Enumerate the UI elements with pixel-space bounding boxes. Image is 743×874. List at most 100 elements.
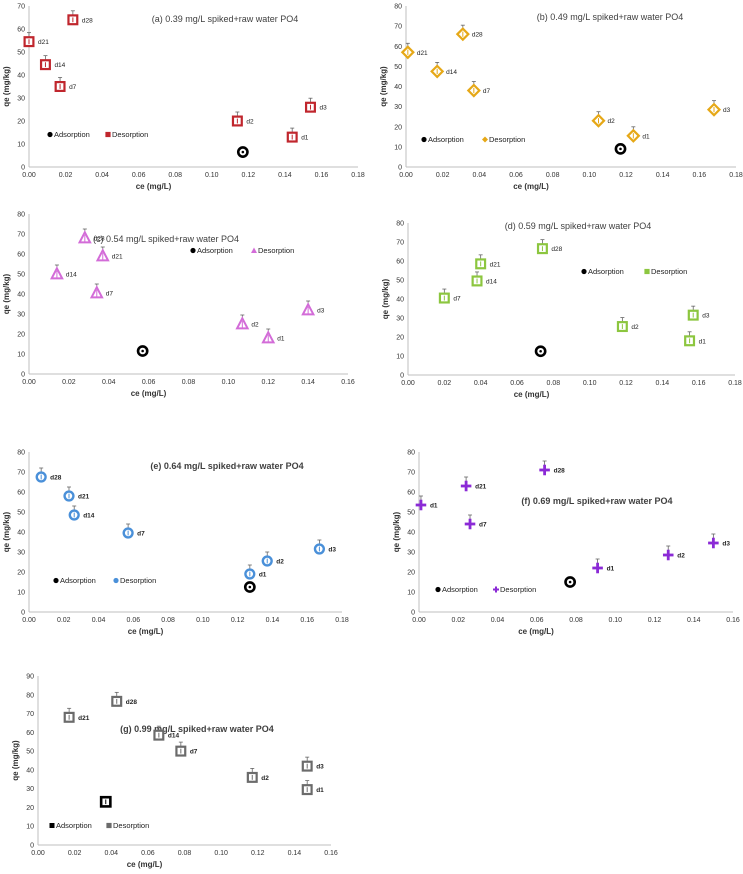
desorption-point-d1	[626, 128, 641, 143]
legend: Adsorption Desorption	[47, 130, 148, 139]
x-tick-label: 0.18	[335, 617, 349, 624]
y-tick-label: 10	[17, 352, 25, 359]
legend-adsorption-swatch	[581, 268, 587, 275]
desorption-point-d7	[54, 80, 66, 92]
point-label-d3: d3	[317, 308, 325, 315]
x-tick-label: 0.14	[266, 617, 280, 624]
x-tick-label: 0.14	[656, 172, 670, 179]
y-tick-label: 10	[396, 354, 404, 361]
legend: Adsorption Desorption	[190, 246, 294, 255]
desorption-point-d2	[246, 771, 258, 783]
legend-desorption-label: Desorption	[489, 135, 525, 144]
point-label-d7: d7	[483, 88, 491, 95]
x-tick-label: 0.16	[726, 617, 740, 624]
y-axis-label: qe (mg/kg)	[379, 66, 388, 107]
x-tick-label: 0.10	[222, 379, 236, 386]
point-label-d1: d1	[430, 503, 438, 510]
x-tick-label: 0.06	[141, 850, 155, 857]
y-tick-label: 60	[26, 730, 34, 737]
y-tick-label: 80	[26, 692, 34, 699]
y-tick-label: 60	[394, 44, 402, 51]
legend-adsorption-label: Adsorption	[197, 246, 233, 255]
x-tick-label: 0.16	[324, 850, 338, 857]
desorption-point-d3	[706, 102, 722, 117]
legend-desorption-swatch	[113, 577, 119, 584]
y-tick-label: 70	[26, 711, 34, 718]
y-tick-label: 0	[400, 373, 404, 380]
x-tick-label: 0.14	[301, 379, 315, 386]
y-axis-label: qe (mg/kg)	[381, 278, 390, 319]
desorption-point-d3	[301, 302, 316, 316]
y-tick-label: 80	[407, 450, 415, 457]
y-tick-label: 60	[17, 490, 25, 497]
x-tick-label: 0.00	[31, 850, 45, 857]
desorption-point-d2	[616, 321, 628, 333]
chart-title: (e) 0.64 mg/L spiked+raw water PO4	[150, 461, 303, 471]
point-label-d7: d7	[479, 522, 487, 529]
desorption-point-d1	[684, 335, 696, 347]
y-tick-label: 50	[396, 278, 404, 285]
chart-title: (g) 0.99 mg/L spiked+raw water PO4	[120, 724, 274, 734]
legend-desorption-label: Desorption	[500, 585, 536, 594]
legend-desorption-swatch	[644, 268, 650, 275]
point-label-d7: d7	[453, 296, 461, 303]
desorption-point-d1	[301, 784, 313, 796]
y-axis-label: qe (mg/kg)	[2, 273, 11, 314]
x-tick-label: 0.14	[278, 172, 292, 179]
y-tick-label: 70	[394, 24, 402, 31]
point-label-d2: d2	[276, 559, 284, 566]
x-tick-label: 0.12	[619, 172, 633, 179]
y-tick-label: 70	[17, 4, 25, 11]
legend: Adsorption Desorption	[53, 576, 156, 585]
y-tick-label: 30	[17, 312, 25, 319]
point-label-d21: d21	[38, 39, 49, 46]
x-tick-label: 0.02	[68, 850, 82, 857]
legend-adsorption-label: Adsorption	[60, 576, 96, 585]
y-tick-label: 60	[407, 490, 415, 497]
y-tick-label: 0	[30, 843, 34, 850]
x-tick-label: 0.06	[132, 172, 146, 179]
y-tick-label: 30	[407, 550, 415, 557]
x-tick-label: 0.02	[438, 380, 452, 387]
point-label-d28: d28	[551, 246, 562, 253]
point-label-d21: d21	[417, 50, 428, 57]
legend: Adsorption Desorption	[421, 135, 525, 144]
point-label-d3: d3	[722, 541, 730, 548]
y-tick-label: 60	[396, 259, 404, 266]
legend-desorption-label: Desorption	[120, 576, 156, 585]
x-axis-label: ce (mg/L)	[513, 182, 549, 191]
legend-adsorption-swatch	[435, 586, 441, 593]
x-tick-label: 0.06	[127, 617, 141, 624]
point-label-d14: d14	[54, 62, 65, 69]
desorption-point-d14	[153, 729, 165, 741]
point-label-d7: d7	[106, 291, 114, 298]
desorption-point-d7	[464, 518, 476, 530]
y-tick-label: 10	[17, 142, 25, 149]
x-tick-label: 0.10	[196, 617, 210, 624]
x-tick-label: 0.10	[583, 380, 597, 387]
y-tick-label: 0	[411, 610, 415, 617]
chart-panel-e: 0 10 20 30 40 50 60 70 80 0.00 0.02 0.04 0.06 0.08 0.1…	[2, 450, 349, 637]
x-tick-label: 0.02	[451, 617, 465, 624]
x-tick-label: 0.18	[351, 172, 365, 179]
y-tick-label: 60	[17, 27, 25, 34]
desorption-point-d3	[708, 537, 719, 549]
y-tick-label: 40	[17, 73, 25, 80]
x-axis-label: ce (mg/L)	[514, 390, 550, 399]
x-tick-label: 0.14	[687, 617, 701, 624]
point-label-d3: d3	[319, 105, 327, 112]
y-tick-label: 30	[17, 96, 25, 103]
x-tick-label: 0.18	[728, 380, 742, 387]
x-tick-label: 0.12	[261, 379, 275, 386]
desorption-point-d21	[400, 45, 415, 60]
legend-desorption-swatch	[251, 247, 257, 253]
desorption-point-d2	[591, 113, 606, 128]
y-tick-label: 60	[17, 252, 25, 259]
x-tick-label: 0.02	[62, 379, 76, 386]
chart-title: (b) 0.49 mg/L spiked+raw water PO4	[537, 12, 683, 22]
legend-adsorption-swatch	[53, 577, 59, 584]
x-tick-label: 0.04	[491, 617, 505, 624]
adsorption-point	[136, 345, 149, 357]
y-tick-label: 0	[21, 372, 25, 379]
desorption-point-d28	[455, 27, 470, 42]
